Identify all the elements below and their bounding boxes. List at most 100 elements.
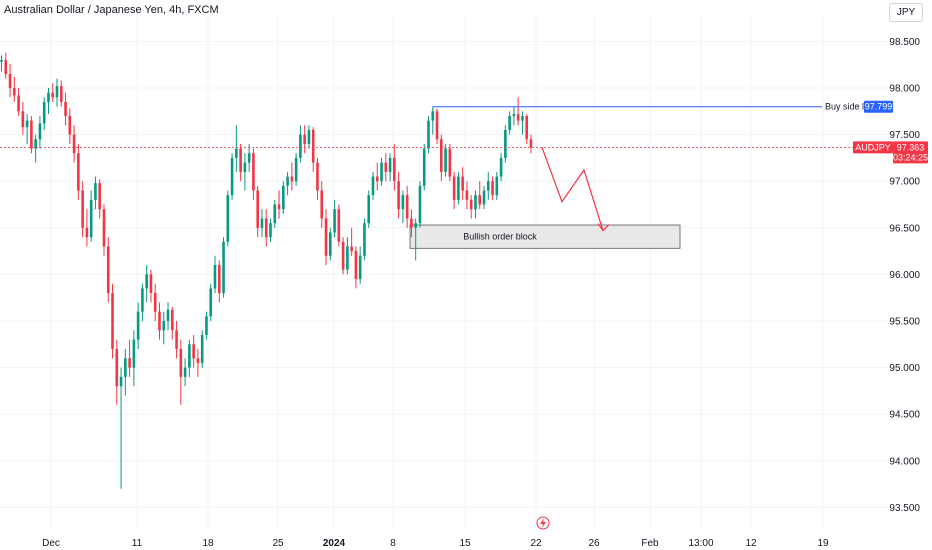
- x-tick-label: 2024: [323, 538, 346, 549]
- candle: [68, 108, 72, 144]
- candle-body: [4, 60, 8, 75]
- candle: [119, 367, 123, 489]
- candle: [422, 143, 426, 191]
- candle: [217, 260, 221, 303]
- candle-body: [346, 246, 349, 270]
- lightning-circle: [536, 516, 550, 530]
- candle-body: [414, 223, 417, 228]
- candle-body: [47, 92, 50, 102]
- x-tick-label: 12: [745, 538, 757, 549]
- candle: [457, 171, 460, 205]
- currency-button[interactable]: JPY: [889, 3, 923, 22]
- candle-body: [128, 358, 131, 368]
- candle: [444, 143, 447, 177]
- candle: [42, 97, 46, 130]
- x-tick-label: 22: [530, 538, 542, 549]
- candle-body: [158, 311, 161, 331]
- candle-body: [444, 148, 447, 172]
- candle: [81, 181, 84, 238]
- candle-body: [440, 139, 443, 172]
- x-tick-label: Feb: [641, 538, 659, 549]
- candle-body: [239, 148, 242, 172]
- candle-body: [474, 195, 477, 210]
- candle: [264, 209, 268, 247]
- price-axis: 98.500 98.000 97.500 97.000 96.500 96.000 95.5…: [889, 37, 920, 514]
- countdown-text: 03:24:25: [893, 152, 928, 162]
- candle: [469, 195, 473, 219]
- y-tick-label: 98.500: [889, 37, 920, 48]
- candle: [47, 88, 50, 115]
- candle-body: [42, 101, 46, 124]
- candle: [136, 302, 140, 349]
- candle: [286, 171, 289, 196]
- candle-body: [495, 176, 499, 196]
- candle: [465, 181, 469, 210]
- candle-body: [175, 330, 178, 349]
- candle-body: [8, 74, 12, 88]
- x-tick-label: 19: [817, 538, 829, 549]
- candle: [213, 255, 217, 294]
- candle-body: [375, 176, 379, 182]
- candle-body: [213, 265, 217, 289]
- candle-body: [264, 218, 268, 238]
- candle: [414, 218, 417, 261]
- candle: [124, 348, 127, 396]
- candle-body: [277, 204, 281, 210]
- candle: [478, 181, 482, 210]
- candle: [102, 204, 106, 256]
- candle-body: [153, 293, 157, 312]
- candle-body: [448, 148, 452, 177]
- candle-body: [290, 176, 294, 182]
- candle-body: [303, 134, 306, 144]
- candle-body: [149, 274, 153, 294]
- candle: [474, 190, 477, 219]
- candle: [59, 80, 63, 107]
- candle: [346, 237, 349, 275]
- candle: [294, 153, 298, 186]
- candle: [499, 153, 503, 182]
- candle: [141, 283, 144, 321]
- candle: [282, 181, 285, 214]
- candle: [337, 204, 341, 247]
- candle: [243, 153, 247, 191]
- candle-body: [516, 114, 520, 121]
- candle: [158, 302, 161, 340]
- candle-body: [196, 358, 200, 363]
- candle-body: [328, 232, 332, 256]
- candle-body: [363, 223, 366, 256]
- candle: [299, 125, 302, 163]
- candle: [34, 134, 37, 163]
- candle: [230, 153, 234, 200]
- candle: [0, 55, 3, 72]
- candle: [397, 171, 400, 219]
- candle-body: [294, 157, 298, 182]
- candle-body: [192, 344, 195, 359]
- candle: [495, 171, 499, 200]
- projection-path: [541, 147, 604, 231]
- x-tick-label: 13:00: [688, 538, 713, 549]
- candle-body: [316, 162, 319, 191]
- candle: [452, 171, 456, 210]
- candle-body: [282, 185, 285, 210]
- candle-body: [427, 120, 430, 149]
- candle-body: [13, 88, 16, 96]
- candle: [482, 185, 486, 210]
- candle-body: [521, 115, 524, 121]
- y-tick-label: 96.500: [889, 223, 920, 234]
- candle: [94, 176, 97, 210]
- time-axis: Dec 11 18 25 2024 8 15 22 26 Feb 13:00 12 19: [42, 538, 829, 549]
- candle-body: [410, 218, 413, 228]
- candle-body: [226, 195, 230, 242]
- candle: [521, 111, 524, 135]
- candle-body: [422, 148, 426, 186]
- candle: [72, 125, 76, 163]
- x-tick-label: 8: [390, 538, 396, 549]
- candle: [260, 209, 264, 238]
- candle-body: [465, 190, 469, 200]
- candle-body: [243, 162, 247, 172]
- candle-body: [85, 227, 89, 238]
- candle-body: [145, 274, 148, 289]
- candle-body: [205, 316, 208, 335]
- candle-body: [59, 86, 63, 102]
